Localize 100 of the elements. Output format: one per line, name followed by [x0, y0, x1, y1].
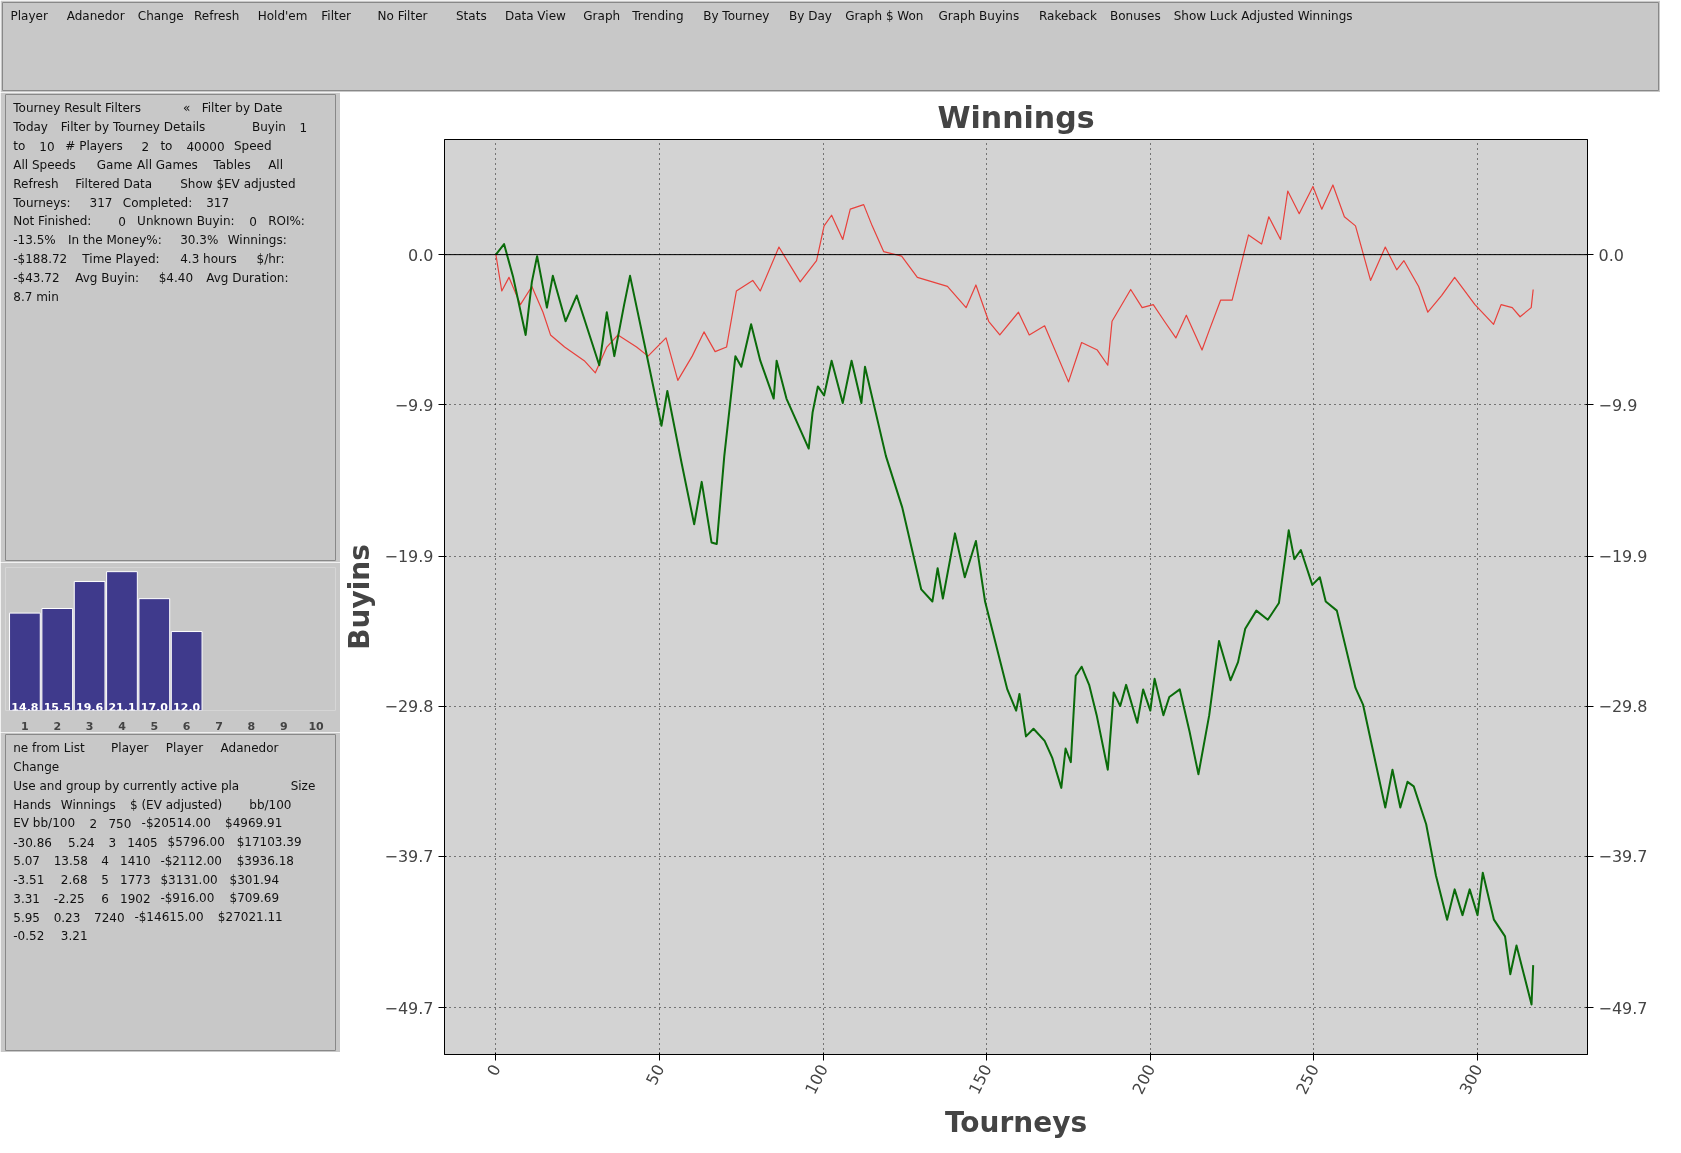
x-tick-label: 3	[85, 719, 94, 733]
text: -$43.72	[13, 270, 60, 285]
text: Unknown Buyin:	[137, 214, 235, 229]
text: ROI%:	[268, 214, 305, 229]
y2-tick-label: −9.9	[1598, 395, 1638, 415]
data-label: 19.6	[76, 700, 104, 714]
text: Today	[12, 120, 48, 135]
text: Adanedor	[220, 741, 279, 756]
chart-title: Winnings	[937, 99, 1095, 135]
text: 0	[249, 214, 257, 229]
data-label: 12.0	[173, 700, 201, 714]
text: -13.5%	[13, 233, 56, 248]
text: 4	[101, 854, 109, 869]
text: Tourneys:	[12, 195, 71, 210]
text: By Day	[789, 8, 832, 23]
x-tick-label: 250	[1292, 1061, 1323, 1098]
text: $301.94	[229, 872, 280, 887]
text: All	[268, 157, 284, 172]
y-tick-label: −9.9	[394, 395, 434, 415]
text: -$188.72	[13, 252, 68, 267]
text: No Filter	[377, 8, 428, 23]
text: $5796.00	[167, 835, 225, 850]
text: 5	[101, 873, 109, 888]
text: $4969.91	[225, 816, 283, 831]
text: In the Money%:	[68, 233, 162, 248]
text: -$14615.00	[134, 910, 204, 925]
text: $3936.18	[236, 853, 294, 868]
text: to	[160, 139, 173, 154]
data-label: 17.0	[140, 700, 169, 714]
text: 0.23	[53, 910, 81, 925]
text: 8.7 min	[13, 289, 59, 304]
text: 1405	[127, 835, 158, 850]
text: Tourney Result Filters	[12, 101, 141, 116]
text: Filter	[321, 8, 352, 23]
data-label: 21.1	[108, 700, 136, 714]
text: 10	[39, 139, 55, 154]
x-tick-label: 100	[801, 1061, 832, 1098]
data-label: 14.8	[11, 700, 39, 714]
text: $ (EV adjusted)	[129, 797, 223, 812]
text: $709.69	[229, 891, 280, 906]
y2-tick-label: −39.7	[1598, 847, 1648, 867]
text: Player	[10, 8, 48, 23]
y-tick-label: −19.9	[384, 547, 434, 567]
text: Filtered Data	[75, 176, 153, 191]
text: Show $EV adjusted	[180, 176, 296, 191]
x-axis-title: Tourneys	[944, 1106, 1088, 1140]
y2-tick-label: −49.7	[1598, 998, 1648, 1018]
text: -30.86	[13, 835, 52, 850]
x-tick-label: 1	[21, 719, 29, 733]
text: Change	[137, 8, 184, 23]
text: 3.21	[60, 929, 88, 944]
text: 5.07	[13, 854, 40, 869]
text: Refresh	[194, 8, 240, 23]
text: 40000	[186, 139, 225, 154]
text: Rakeback	[1039, 8, 1097, 23]
text: -3.51	[13, 873, 45, 888]
text: 30.3%	[180, 233, 219, 248]
text: Graph $ Won	[845, 8, 924, 23]
x-tick-label: 9	[279, 719, 288, 733]
text: Filter by Date	[201, 101, 283, 116]
text: $/hr:	[256, 252, 285, 267]
text: Refresh	[13, 176, 59, 191]
text: Not Finished:	[13, 214, 92, 229]
y2-tick-label: −19.9	[1598, 547, 1648, 567]
text: Game	[96, 157, 133, 172]
text: Stats	[456, 8, 487, 23]
text: Hold'em	[257, 8, 308, 23]
text: Change	[13, 760, 60, 775]
y2-tick-label: −29.8	[1598, 697, 1648, 717]
text: $3131.00	[160, 872, 218, 887]
text: bb/100	[249, 797, 292, 812]
text: -$20514.00	[141, 816, 211, 831]
y-tick-label: −39.7	[384, 847, 434, 867]
x-tick-label: 50	[642, 1061, 669, 1089]
text: 3	[108, 835, 117, 850]
text: 4.3 hours	[180, 252, 237, 267]
text: 1410	[120, 854, 151, 869]
text: Buyin	[252, 120, 286, 135]
x-tick-label: 7	[215, 719, 223, 733]
text: $17103.39	[236, 835, 302, 850]
text: 750	[108, 816, 132, 831]
x-tick-label: 5	[150, 719, 159, 733]
text: 3.31	[13, 891, 40, 906]
text: Data View	[504, 8, 567, 23]
text: 1	[299, 120, 308, 135]
y-axis-title: Buyins	[343, 544, 377, 650]
text: -2.25	[53, 891, 85, 906]
text: 1902	[120, 891, 151, 906]
y-tick-label: −49.7	[384, 998, 434, 1018]
text: Graph	[583, 8, 621, 23]
text: $4.40	[158, 270, 194, 285]
text: 13.58	[53, 854, 88, 869]
y-tick-label: 0.0	[408, 245, 434, 265]
text: 5.24	[68, 835, 95, 850]
text: ne from List	[13, 741, 86, 756]
text: 2.68	[60, 873, 88, 888]
x-tick-label: 2	[53, 719, 62, 733]
text: Filter by Tourney Details	[60, 120, 206, 135]
x-tick-label: 10	[308, 719, 325, 733]
text: By Tourney	[703, 8, 770, 23]
